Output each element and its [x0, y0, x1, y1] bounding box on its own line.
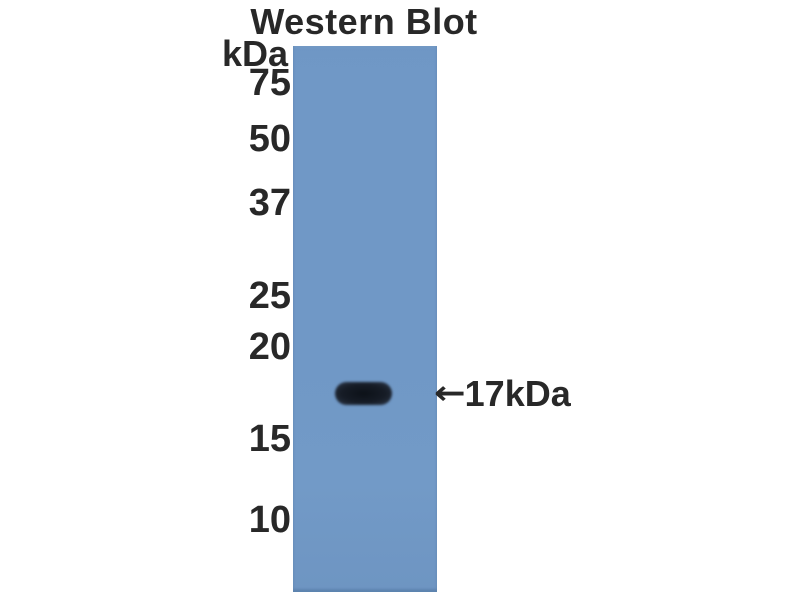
blot-lane [293, 46, 437, 592]
band-annotation-label: 17kDa [464, 373, 571, 414]
figure-title: Western Blot [250, 1, 478, 42]
protein-band [335, 382, 392, 405]
band-annotation: ← 17kDa [434, 373, 571, 414]
ladder-marker-15: 15 [248, 418, 291, 460]
ladder-marker-20: 20 [248, 326, 291, 368]
ladder-marker-10: 10 [248, 499, 291, 541]
ladder-marker-50: 50 [248, 118, 291, 160]
ladder-marker-37: 37 [248, 182, 291, 224]
kda-unit-label: kDa [221, 33, 288, 74]
ladder-marker-25: 25 [248, 275, 291, 317]
ladder-marker-75: 75 [248, 62, 291, 104]
left-arrow-icon: ← [434, 373, 466, 412]
